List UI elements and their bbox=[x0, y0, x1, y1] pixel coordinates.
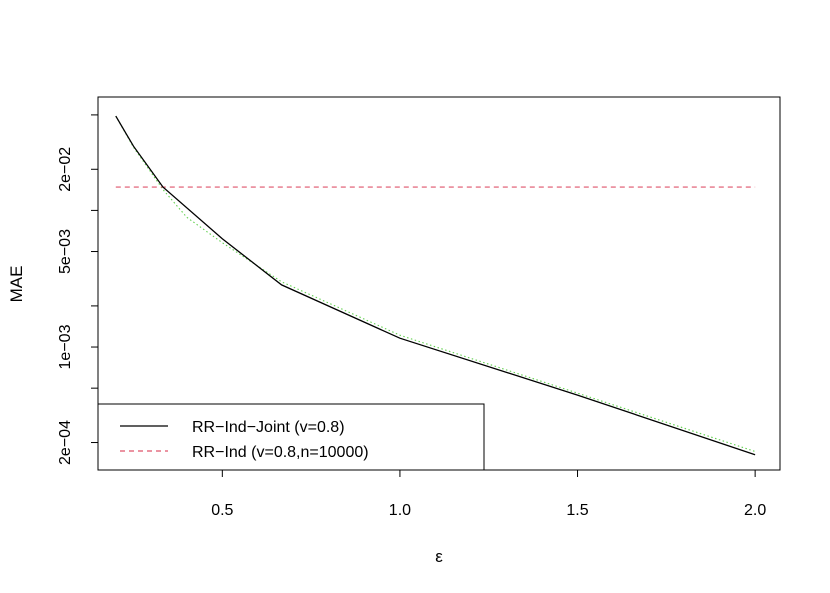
x-axis: 0.5 1.0 1.5 2.0 bbox=[211, 470, 766, 519]
series-layer bbox=[115, 115, 756, 456]
y-axis: 2e−04 1e−03 5e−03 2e−02 bbox=[57, 114, 98, 465]
legend: RR−Ind−Joint (v=0.8) RR−Ind (v=0.8,n=100… bbox=[97, 403, 485, 471]
y-tick-label: 1e−03 bbox=[57, 324, 74, 369]
legend-label-joint: RR−Ind−Joint (v=0.8) bbox=[192, 419, 345, 436]
series-line-dotted bbox=[115, 115, 756, 453]
series-line-rr-ind-joint bbox=[115, 115, 756, 456]
x-tick-label: 1.0 bbox=[389, 502, 411, 519]
y-tick-label: 2e−02 bbox=[57, 147, 74, 192]
y-axis-label: MAE bbox=[7, 266, 26, 303]
x-axis-label: ε bbox=[435, 547, 443, 566]
legend-label-ind: RR−Ind (v=0.8,n=10000) bbox=[192, 444, 369, 461]
y-tick-label: 2e−04 bbox=[57, 420, 74, 465]
x-tick-label: 1.5 bbox=[566, 502, 588, 519]
x-tick-label: 2.0 bbox=[744, 502, 766, 519]
y-tick-label: 5e−03 bbox=[57, 229, 74, 274]
legend-box bbox=[97, 403, 485, 471]
x-tick-label: 0.5 bbox=[211, 502, 233, 519]
